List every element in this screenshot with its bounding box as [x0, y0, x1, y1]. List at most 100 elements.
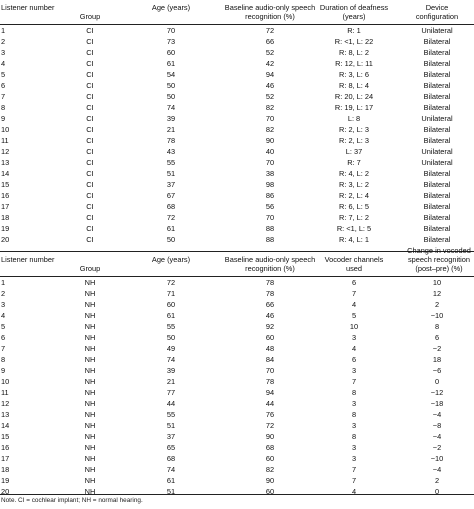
cell-age: 68 — [166, 454, 176, 463]
table-row: 14 CI 51 38 R: 4, L: 2 Bilateral — [0, 170, 474, 181]
table-row: 18 NH 74 82 7 −4 — [0, 466, 474, 477]
cell-listener: 11 — [1, 388, 9, 397]
cell-group: NH — [84, 432, 96, 441]
table-row: 6 CI 50 46 R: 8, L: 4 Bilateral — [0, 82, 474, 93]
cell-age: 44 — [166, 399, 176, 408]
table-row: 3 CI 60 52 R: 8, L: 2 Bilateral — [0, 49, 474, 60]
table-row: 8 CI 74 82 R: 19, L: 17 Bilateral — [0, 104, 474, 115]
cell-group: CI — [86, 136, 94, 145]
cell-listener: 20 — [1, 235, 10, 244]
table-row: 19 NH 61 90 7 2 — [0, 477, 474, 488]
cell-age: 39 — [166, 366, 176, 375]
cell-group: CI — [86, 180, 94, 189]
cell-listener: 5 — [1, 70, 6, 79]
cell-baseline: 78 — [265, 377, 275, 386]
cell-baseline: 90 — [265, 432, 275, 441]
cell-col5: 3 — [351, 333, 357, 342]
cell-col5: R: 20, L: 24 — [334, 92, 374, 101]
cell-age: 43 — [166, 147, 176, 156]
cell-baseline: 92 — [265, 322, 275, 331]
cell-group: NH — [84, 410, 96, 419]
cell-age: 77 — [166, 388, 176, 397]
cell-col5: 8 — [351, 388, 357, 397]
cell-age: 50 — [166, 81, 176, 90]
table-row: 1 NH 72 78 6 10 — [0, 279, 474, 290]
cell-listener: 16 — [1, 443, 10, 452]
cell-col5: R: 7 — [347, 158, 361, 167]
cell-baseline: 72 — [265, 26, 275, 35]
cell-col5: 7 — [351, 289, 357, 298]
cell-age: 21 — [166, 125, 176, 134]
cell-col5: R: 2, L: 3 — [339, 125, 369, 134]
cell-col5: 7 — [351, 465, 357, 474]
cell-age: 74 — [166, 465, 176, 474]
cell-baseline: 68 — [265, 443, 275, 452]
cell-col6: Bilateral — [423, 70, 451, 79]
table-row: 16 NH 65 68 3 −2 — [0, 444, 474, 455]
cell-col6: Bilateral — [423, 169, 451, 178]
cell-col5: 8 — [351, 410, 357, 419]
cell-group: CI — [86, 169, 94, 178]
cell-col6: Bilateral — [423, 48, 451, 57]
cell-age: 61 — [166, 311, 176, 320]
header-group: Group — [79, 264, 101, 273]
cell-age: 55 — [166, 158, 176, 167]
cell-col5: 3 — [351, 421, 357, 430]
cell-col6: 2 — [434, 300, 440, 309]
cell-col5: L: 37 — [345, 147, 363, 156]
cell-col6: −10 — [430, 311, 444, 320]
cell-col6: 0 — [434, 487, 440, 496]
cell-baseline: 52 — [265, 92, 275, 101]
cell-listener: 20 — [1, 487, 10, 496]
cell-listener: 1 — [1, 26, 6, 35]
table-row: 11 NH 77 94 8 −12 — [0, 389, 474, 400]
cell-col5: 4 — [351, 300, 357, 309]
cell-age: 39 — [166, 114, 176, 123]
cell-age: 72 — [166, 278, 176, 287]
cell-baseline: 66 — [265, 37, 275, 46]
cell-col5: 3 — [351, 399, 357, 408]
cell-col6: 18 — [432, 355, 442, 364]
header-baseline: Baseline audio-only speech recognition (… — [224, 255, 316, 273]
cell-baseline: 40 — [265, 147, 275, 156]
table-row: 11 CI 78 90 R: 2, L: 3 Bilateral — [0, 137, 474, 148]
cell-baseline: 56 — [265, 202, 275, 211]
cell-age: 60 — [166, 48, 176, 57]
cell-col5: 7 — [351, 476, 357, 485]
cell-listener: 14 — [1, 169, 10, 178]
cell-baseline: 88 — [265, 235, 275, 244]
cell-group: CI — [86, 202, 94, 211]
table-row: 13 NH 55 76 8 −4 — [0, 411, 474, 422]
cell-group: CI — [86, 70, 94, 79]
cell-baseline: 70 — [265, 366, 275, 375]
cell-col6: Bilateral — [423, 125, 451, 134]
cell-listener: 7 — [1, 344, 6, 353]
table-row: 6 NH 50 60 3 6 — [0, 334, 474, 345]
cell-baseline: 88 — [265, 224, 275, 233]
header-listener-number: Listener number — [1, 255, 55, 264]
cell-col6: Bilateral — [423, 81, 451, 90]
table-row: 10 NH 21 78 7 0 — [0, 378, 474, 389]
cell-age: 74 — [166, 103, 176, 112]
cell-age: 67 — [166, 191, 176, 200]
cell-col5: 7 — [351, 377, 357, 386]
cell-col6: 12 — [432, 289, 442, 298]
cell-group: NH — [84, 421, 96, 430]
table-row: 8 NH 74 84 6 18 — [0, 356, 474, 367]
cell-listener: 10 — [1, 125, 10, 134]
cell-col5: 4 — [351, 344, 357, 353]
cell-baseline: 90 — [265, 136, 275, 145]
table-row: 18 CI 72 70 R: 7, L: 2 Bilateral — [0, 214, 474, 225]
cell-listener: 12 — [1, 147, 10, 156]
cell-col5: R: <1, L: 22 — [334, 37, 374, 46]
bottom-rule — [0, 494, 474, 495]
cell-group: NH — [84, 443, 96, 452]
cell-listener: 2 — [1, 289, 6, 298]
cell-listener: 12 — [1, 399, 10, 408]
cell-baseline: 38 — [265, 169, 275, 178]
cell-group: CI — [86, 125, 94, 134]
header-rule — [0, 276, 474, 277]
cell-baseline: 82 — [265, 125, 275, 134]
cell-age: 50 — [166, 333, 176, 342]
cell-baseline: 94 — [265, 70, 275, 79]
